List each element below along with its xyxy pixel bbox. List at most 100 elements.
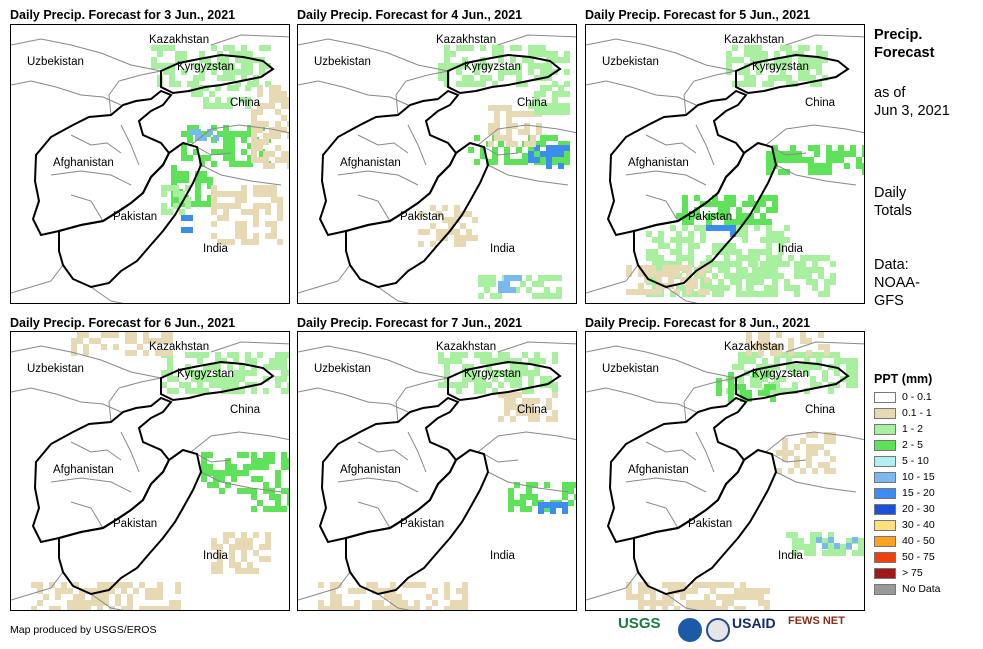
map-credit: Map produced by USGS/EROS [10,624,157,636]
province-border [11,571,64,601]
precip-cell [500,105,506,111]
precip-cell [432,600,438,606]
precip-cell [776,450,782,456]
usgs-logo: USGS [618,615,661,632]
precip-cell [764,338,770,344]
precip-cell [812,444,818,450]
precip-cell [85,600,91,606]
precip-cell [263,482,269,488]
precip-cell [552,151,558,157]
province-border [483,146,519,156]
precip-cell [736,231,742,237]
precip-cell [726,63,732,69]
precip-cell [552,51,558,57]
precip-cell [756,63,762,69]
precip-cell [173,388,179,394]
precip-cell [253,191,259,197]
precip-cell [221,103,227,109]
precip-cell [336,600,342,606]
precip-cell [97,600,103,606]
precip-cell [528,151,534,157]
precip-cell [846,382,852,388]
province-border [190,124,289,146]
precip-cell [536,129,542,135]
province-border [11,80,122,106]
precip-cell [247,568,253,574]
precip-cell [732,57,738,63]
precip-cell [448,217,454,223]
precip-cell [698,271,704,277]
side-totals: Daily Totals [874,184,912,220]
precip-cell [812,279,818,285]
precip-cell [480,382,486,388]
precip-cell [233,382,239,388]
precip-cell [456,600,462,606]
province-border [70,134,122,154]
precip-cell [558,163,564,169]
province-border [210,341,289,353]
precip-cell [540,45,546,51]
precip-cell [556,275,562,281]
precip-cell [235,544,241,550]
precip-cell [251,370,257,376]
precip-cell [241,131,247,137]
precip-cell [552,109,558,115]
label-kazakhstan: Kazakhstan [149,34,210,46]
precip-cell [736,285,742,291]
forecast-map-6: Kazakhstan Uzbekistan Kyrgyzstan China Afgha… [585,331,865,611]
precip-cell [269,97,275,103]
precip-cell [478,281,484,287]
country-border [318,89,460,237]
label-kazakhstan: Kazakhstan [724,341,785,353]
precip-cell [253,81,259,87]
precip-cell [772,201,778,207]
precip-cell [187,227,193,233]
precip-cell [710,606,716,610]
precip-cell [746,279,752,285]
precip-cell [698,582,704,588]
province-border [298,264,351,294]
precip-cell [277,197,283,203]
map-canvas [11,332,289,610]
precip-cell [239,364,245,370]
noaa-logo [678,618,702,642]
precip-cell [824,255,830,261]
precip-cell [516,364,522,370]
precip-cell [474,376,480,382]
precip-cell [125,338,131,344]
precip-cell [804,550,810,556]
precip-cell [670,249,676,255]
precip-cell [700,237,706,243]
precip-cell [510,398,516,404]
precip-cell [776,350,782,356]
precip-cell [251,127,257,133]
precip-cell [516,275,522,281]
precip-cell [217,215,223,221]
precip-cell [638,582,644,588]
precip-cell [478,275,484,281]
precip-cell [522,159,528,165]
precip-cell [688,231,694,237]
precip-cell [828,352,834,358]
province-border [487,164,569,186]
precip-cell [506,123,512,129]
province-border [120,431,140,473]
precip-cell [275,358,281,364]
precip-cell [173,203,179,209]
precip-cell [271,197,277,203]
precip-cell [510,416,516,422]
precip-cell [564,103,570,109]
precip-cell [456,352,462,358]
precip-cell [750,382,756,388]
precip-cell [235,191,241,197]
precip-cell [758,273,764,279]
country-border [160,53,275,95]
side-asof-line1: as of [874,85,906,101]
precip-cell [37,582,43,588]
precip-cell [448,229,454,235]
precip-cell [157,45,163,51]
precip-cell [540,91,546,97]
legend-swatch [874,536,896,547]
precip-cell [151,594,157,600]
legend-label: 0.1 - 1 [902,407,932,419]
